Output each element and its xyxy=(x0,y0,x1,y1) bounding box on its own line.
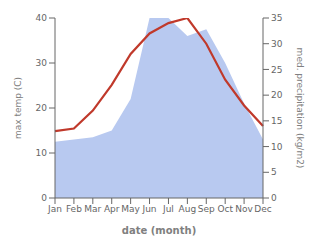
svg-text:35: 35 xyxy=(271,13,282,23)
svg-text:Feb: Feb xyxy=(66,204,82,214)
svg-text:20: 20 xyxy=(271,90,283,100)
svg-text:25: 25 xyxy=(271,65,282,75)
svg-text:Jun: Jun xyxy=(142,204,157,214)
svg-text:0: 0 xyxy=(41,193,47,203)
svg-text:Nov: Nov xyxy=(235,204,253,214)
svg-text:5: 5 xyxy=(271,167,277,177)
svg-text:Dec: Dec xyxy=(254,204,271,214)
svg-text:Jan: Jan xyxy=(47,204,62,214)
svg-text:Mar: Mar xyxy=(84,204,101,214)
svg-text:40: 40 xyxy=(36,13,48,23)
svg-text:0: 0 xyxy=(271,193,277,203)
svg-text:Sep: Sep xyxy=(198,204,215,214)
svg-text:May: May xyxy=(121,204,140,214)
svg-text:med. precipitation (kg/m2): med. precipitation (kg/m2) xyxy=(295,48,305,169)
svg-text:10: 10 xyxy=(36,148,48,158)
svg-text:15: 15 xyxy=(271,116,282,126)
svg-text:Jul: Jul xyxy=(162,204,174,214)
svg-text:Aug: Aug xyxy=(179,204,197,214)
svg-text:30: 30 xyxy=(271,39,283,49)
svg-text:date (month): date (month) xyxy=(122,225,196,236)
svg-text:20: 20 xyxy=(36,103,48,113)
svg-text:Apr: Apr xyxy=(104,204,120,214)
svg-text:30: 30 xyxy=(36,58,48,68)
svg-text:max temp (C): max temp (C) xyxy=(13,77,23,139)
svg-text:10: 10 xyxy=(271,142,283,152)
svg-text:Oct: Oct xyxy=(217,204,233,214)
